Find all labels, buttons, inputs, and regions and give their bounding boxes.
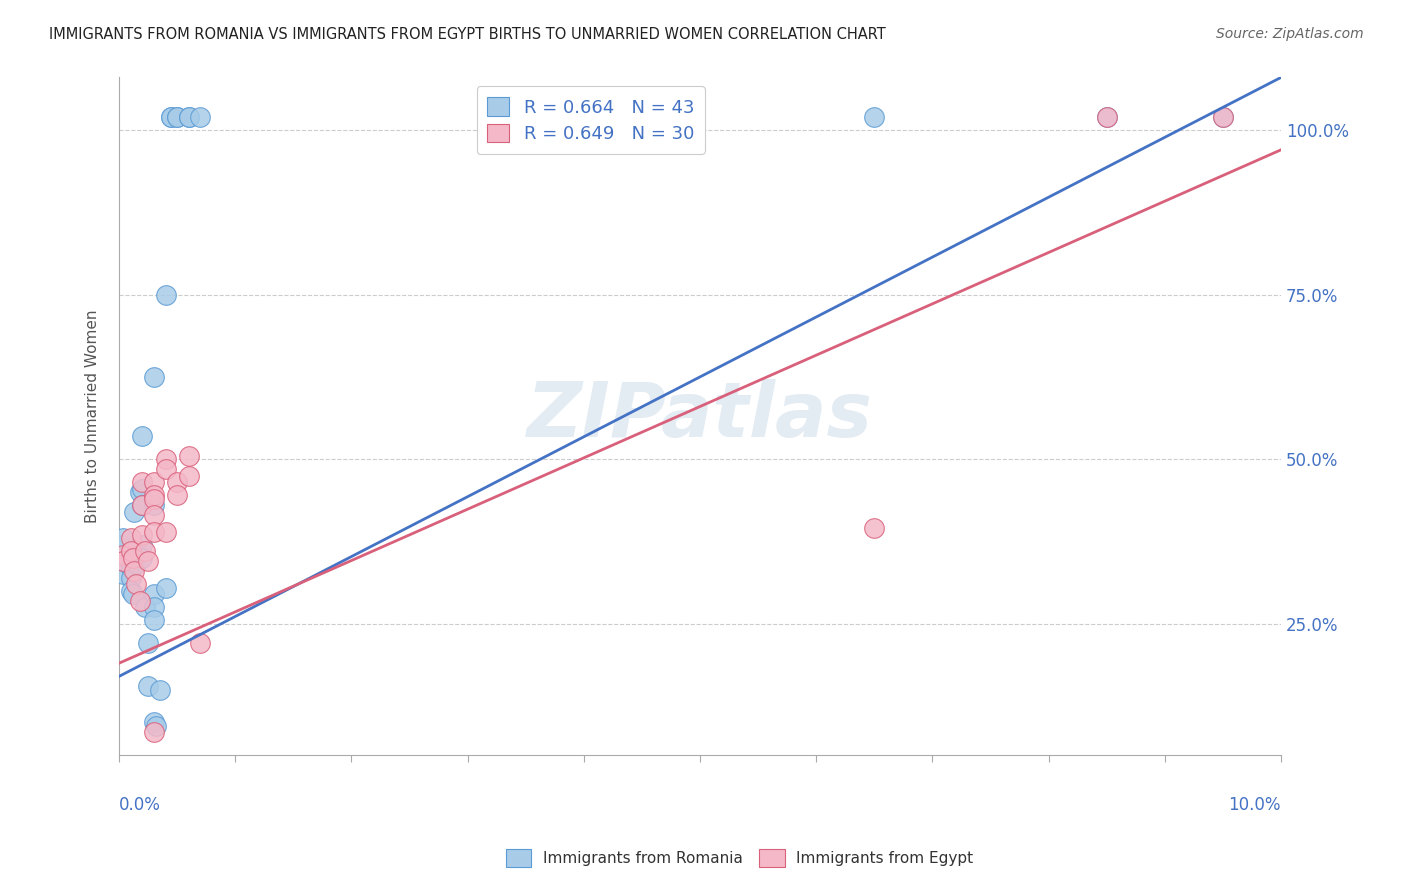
Point: [136, 636, 159, 650]
Point: [142, 725, 165, 739]
Point: [131, 528, 153, 542]
Point: [131, 475, 153, 490]
Point: [142, 587, 165, 601]
Point: [122, 550, 145, 565]
Point: [166, 110, 188, 124]
Point: [155, 287, 177, 301]
Point: [131, 550, 153, 565]
Point: [129, 485, 152, 500]
Text: Immigrants from Egypt: Immigrants from Egypt: [796, 851, 973, 865]
Point: [177, 110, 200, 124]
Point: [111, 554, 134, 568]
Point: [142, 508, 165, 522]
Text: Source: ZipAtlas.com: Source: ZipAtlas.com: [1216, 27, 1364, 41]
Point: [177, 110, 200, 124]
Point: [142, 370, 165, 384]
Point: [131, 498, 153, 512]
Point: [136, 679, 159, 693]
Point: [1212, 110, 1234, 124]
Point: [142, 715, 165, 730]
Point: [131, 429, 153, 443]
Point: [131, 538, 153, 552]
Point: [160, 110, 183, 124]
Point: [190, 110, 212, 124]
Point: [120, 550, 142, 565]
Point: [166, 475, 188, 490]
Point: [111, 548, 134, 562]
Point: [131, 498, 153, 512]
Point: [129, 593, 152, 607]
Point: [122, 505, 145, 519]
Point: [145, 719, 167, 733]
Point: [136, 554, 159, 568]
Point: [1095, 110, 1118, 124]
Point: [120, 531, 142, 545]
Point: [131, 482, 153, 496]
Point: [155, 581, 177, 595]
Text: Immigrants from Romania: Immigrants from Romania: [543, 851, 742, 865]
Point: [120, 583, 142, 598]
Point: [134, 544, 156, 558]
Point: [125, 577, 148, 591]
Point: [863, 110, 886, 124]
Text: ZIPatlas: ZIPatlas: [527, 379, 873, 453]
Point: [142, 475, 165, 490]
Point: [125, 558, 148, 572]
Point: [177, 468, 200, 483]
Point: [160, 110, 183, 124]
Point: [142, 600, 165, 615]
Point: [142, 614, 165, 628]
Point: [122, 564, 145, 578]
Point: [134, 600, 156, 615]
Point: [155, 452, 177, 467]
Point: [177, 449, 200, 463]
Y-axis label: Births to Unmarried Women: Births to Unmarried Women: [86, 310, 100, 523]
Text: IMMIGRANTS FROM ROMANIA VS IMMIGRANTS FROM EGYPT BIRTHS TO UNMARRIED WOMEN CORRE: IMMIGRANTS FROM ROMANIA VS IMMIGRANTS FR…: [49, 27, 886, 42]
Legend: R = 0.664   N = 43, R = 0.649   N = 30: R = 0.664 N = 43, R = 0.649 N = 30: [477, 87, 704, 154]
Point: [166, 110, 188, 124]
Point: [142, 498, 165, 512]
Point: [190, 636, 212, 650]
Point: [142, 524, 165, 539]
Point: [142, 491, 165, 506]
Point: [863, 521, 886, 535]
Point: [166, 488, 188, 502]
Point: [111, 548, 134, 562]
Point: [122, 587, 145, 601]
Point: [1212, 110, 1234, 124]
Point: [120, 544, 142, 558]
Point: [125, 544, 148, 558]
Point: [149, 682, 172, 697]
Text: 10.0%: 10.0%: [1229, 796, 1281, 814]
Point: [120, 571, 142, 585]
Point: [111, 567, 134, 582]
Point: [120, 544, 142, 558]
Point: [111, 554, 134, 568]
Point: [155, 524, 177, 539]
Point: [1095, 110, 1118, 124]
Point: [111, 531, 134, 545]
Point: [111, 538, 134, 552]
Point: [155, 462, 177, 476]
Point: [142, 488, 165, 502]
Point: [120, 561, 142, 575]
Text: 0.0%: 0.0%: [120, 796, 160, 814]
